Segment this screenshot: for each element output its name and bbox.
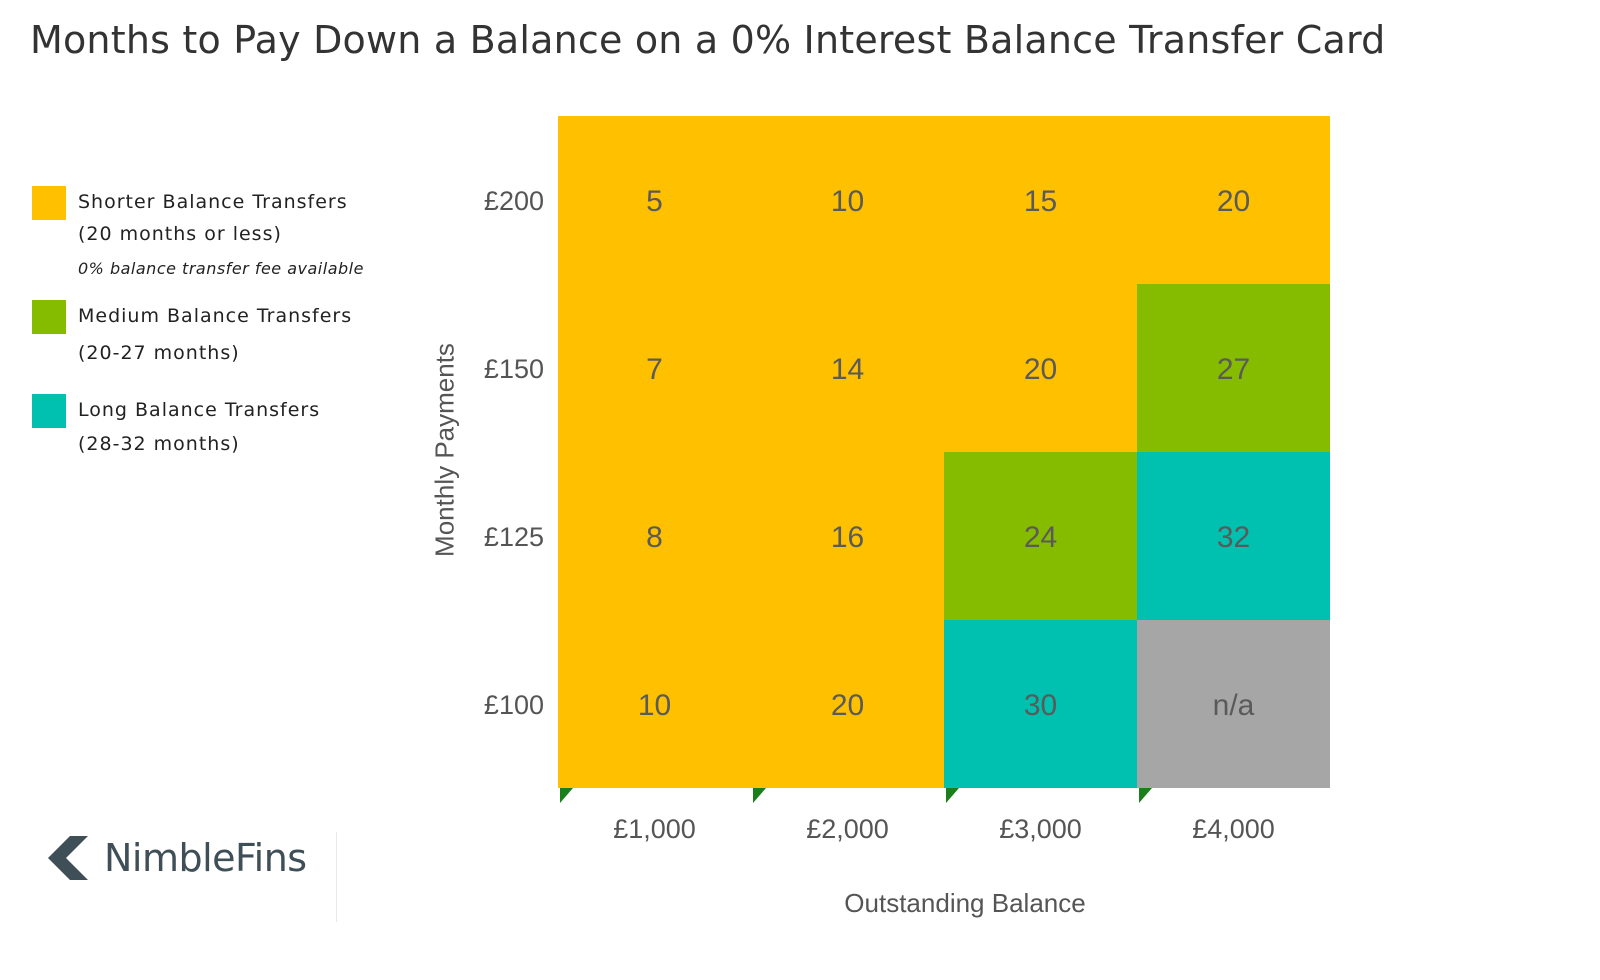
logo-divider <box>336 832 337 922</box>
cell-value-label: 8 <box>646 521 663 554</box>
heatmap-cell <box>944 284 1137 452</box>
heatmap-cell <box>944 116 1137 284</box>
heatmap-cell <box>751 620 944 788</box>
cell-value-label: 10 <box>831 185 864 218</box>
x-tick-marker <box>1139 788 1152 803</box>
x-tick-label: £2,000 <box>806 814 889 844</box>
heatmap-cell <box>751 116 944 284</box>
y-tick-label: £150 <box>484 354 544 384</box>
cell-value-label: 20 <box>831 689 864 722</box>
x-tick-label: £4,000 <box>1192 814 1275 844</box>
heatmap-cell <box>558 284 751 452</box>
legend-label-long: Long Balance Transfers <box>78 399 321 421</box>
heatmap-cell <box>1137 452 1330 620</box>
y-tick-label: £200 <box>484 186 544 216</box>
heatmap-cell <box>1137 116 1330 284</box>
legend-range-shorter: (20 months or less) <box>78 223 282 245</box>
logo-arrow-icon <box>48 836 88 880</box>
cell-value-label: 20 <box>1217 185 1250 218</box>
x-tick-label: £3,000 <box>999 814 1082 844</box>
heatmap-cell <box>1137 284 1330 452</box>
cell-value-label: 24 <box>1024 521 1057 554</box>
x-tick-marker <box>946 788 959 803</box>
cell-value-label: 16 <box>831 521 864 554</box>
heatmap-cell <box>751 284 944 452</box>
cell-value-label: 27 <box>1217 353 1250 386</box>
cell-value-label: n/a <box>1213 689 1255 722</box>
x-tick-marker <box>753 788 766 803</box>
legend-label-shorter: Shorter Balance Transfers <box>78 191 348 213</box>
heatmap-cell <box>558 452 751 620</box>
legend-range-long: (28-32 months) <box>78 433 240 455</box>
cell-value-label: 14 <box>831 353 864 386</box>
heatmap-cell <box>944 620 1137 788</box>
x-axis-label: Outstanding Balance <box>844 888 1086 918</box>
heatmap-cell <box>1137 620 1330 788</box>
heatmap-cell <box>751 452 944 620</box>
x-tick-marker <box>560 788 573 803</box>
legend-swatch-medium <box>32 300 66 334</box>
y-tick-label: £100 <box>484 690 544 720</box>
cell-value-label: 5 <box>646 185 663 218</box>
heatmap-cell <box>944 452 1137 620</box>
y-tick-label: £125 <box>484 522 544 552</box>
legend-swatch-long <box>32 394 66 428</box>
legend-label-medium: Medium Balance Transfers <box>78 305 353 327</box>
chart-title: Months to Pay Down a Balance on a 0% Int… <box>30 18 1386 62</box>
cell-value-label: 7 <box>646 353 663 386</box>
x-tick-label: £1,000 <box>613 814 696 844</box>
heatmap-cell <box>558 116 751 284</box>
cell-value-label: 10 <box>638 689 671 722</box>
cell-value-label: 20 <box>1024 353 1057 386</box>
logo-text: NimbleFins <box>104 836 307 880</box>
cell-value-label: 15 <box>1024 185 1057 218</box>
legend-swatch-shorter <box>32 186 66 220</box>
cell-value-label: 32 <box>1217 521 1250 554</box>
heatmap-cell <box>558 620 751 788</box>
cell-value-label: 30 <box>1024 689 1057 722</box>
legend-range-medium: (20-27 months) <box>78 342 240 364</box>
legend-note-shorter: 0% balance transfer fee available <box>78 259 364 278</box>
